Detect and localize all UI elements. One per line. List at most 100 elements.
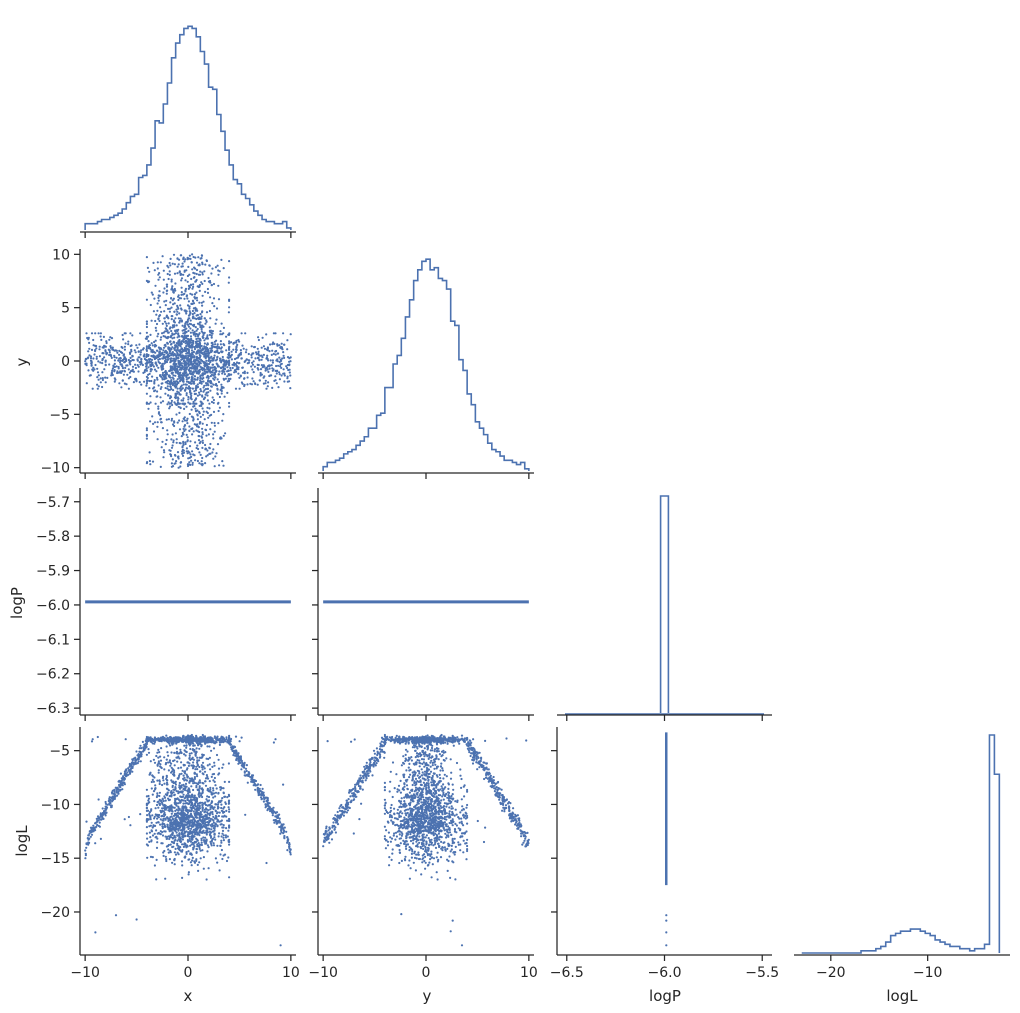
data-point xyxy=(176,352,179,356)
data-point xyxy=(90,363,93,367)
data-point xyxy=(228,299,231,302)
data-point xyxy=(169,819,173,822)
data-point xyxy=(184,287,188,290)
data-point xyxy=(146,359,149,362)
data-point xyxy=(108,351,111,354)
data-point xyxy=(166,385,169,388)
data-point xyxy=(152,780,155,783)
data-point xyxy=(215,318,218,321)
data-point xyxy=(206,336,209,339)
data-point xyxy=(219,820,222,823)
data-point xyxy=(225,736,228,739)
data-point xyxy=(123,360,126,364)
data-point xyxy=(89,355,93,358)
data-point xyxy=(180,761,183,764)
data-point xyxy=(283,356,286,359)
data-point xyxy=(207,846,210,849)
data-point xyxy=(145,345,148,348)
data-point xyxy=(188,802,191,805)
data-point xyxy=(138,381,141,384)
data-point xyxy=(277,814,280,818)
data-point xyxy=(279,346,282,349)
data-point xyxy=(192,315,195,318)
data-point xyxy=(157,748,160,752)
data-point xyxy=(129,824,132,827)
data-point xyxy=(85,332,88,335)
data-point xyxy=(210,775,213,779)
data-point xyxy=(87,369,90,372)
data-point xyxy=(199,349,202,352)
data-point xyxy=(127,368,130,371)
data-point xyxy=(207,391,210,394)
data-point xyxy=(162,331,165,334)
data-point xyxy=(216,392,219,395)
data-point xyxy=(173,302,176,305)
data-point xyxy=(177,405,180,408)
data-point xyxy=(104,381,107,384)
data-point xyxy=(161,825,164,828)
data-point xyxy=(187,401,190,404)
data-point xyxy=(193,375,196,378)
data-point xyxy=(198,357,201,360)
data-point xyxy=(163,320,167,323)
data-point xyxy=(145,826,148,829)
data-point xyxy=(274,353,277,356)
data-point xyxy=(123,358,126,361)
data-point xyxy=(228,810,231,813)
data-point xyxy=(220,322,223,325)
data-point xyxy=(220,258,223,261)
data-point xyxy=(204,387,208,391)
data-point xyxy=(167,394,170,397)
data-point xyxy=(165,299,168,302)
data-point xyxy=(207,795,211,799)
data-point xyxy=(198,404,201,407)
data-point xyxy=(203,802,206,805)
data-point xyxy=(89,835,92,838)
data-point xyxy=(204,780,207,783)
data-point xyxy=(210,800,213,803)
data-point xyxy=(118,357,121,360)
data-point xyxy=(212,433,215,436)
data-point xyxy=(194,796,197,799)
data-point xyxy=(205,757,208,760)
data-point xyxy=(190,372,193,375)
data-point xyxy=(96,823,99,827)
data-point xyxy=(196,352,199,355)
data-point xyxy=(176,844,179,847)
data-point xyxy=(92,828,95,831)
data-point xyxy=(212,844,216,847)
data-point xyxy=(109,336,112,339)
data-point xyxy=(207,276,210,280)
data-point xyxy=(228,346,231,349)
data-point xyxy=(122,353,126,356)
data-point xyxy=(253,345,256,349)
data-point xyxy=(84,857,87,860)
data-point xyxy=(274,369,277,372)
data-point xyxy=(140,383,143,386)
data-point xyxy=(268,367,271,370)
data-point xyxy=(199,421,202,424)
data-point xyxy=(219,388,222,392)
data-point xyxy=(99,377,102,380)
data-point xyxy=(193,399,196,402)
data-point xyxy=(275,364,278,368)
data-point xyxy=(212,789,215,792)
data-point xyxy=(211,813,214,816)
data-point xyxy=(147,751,151,754)
data-point xyxy=(213,424,216,427)
data-point xyxy=(191,329,194,332)
data-point xyxy=(265,348,269,351)
data-point xyxy=(147,366,150,369)
data-point xyxy=(178,402,181,405)
data-point xyxy=(170,823,174,826)
data-point xyxy=(151,793,154,796)
data-point xyxy=(266,385,269,388)
data-point xyxy=(223,806,226,809)
data-point xyxy=(173,771,176,774)
data-point xyxy=(165,438,168,442)
data-point xyxy=(165,283,168,286)
data-point xyxy=(181,433,185,436)
data-point xyxy=(145,803,148,806)
data-point xyxy=(186,761,189,764)
data-point xyxy=(201,263,204,266)
